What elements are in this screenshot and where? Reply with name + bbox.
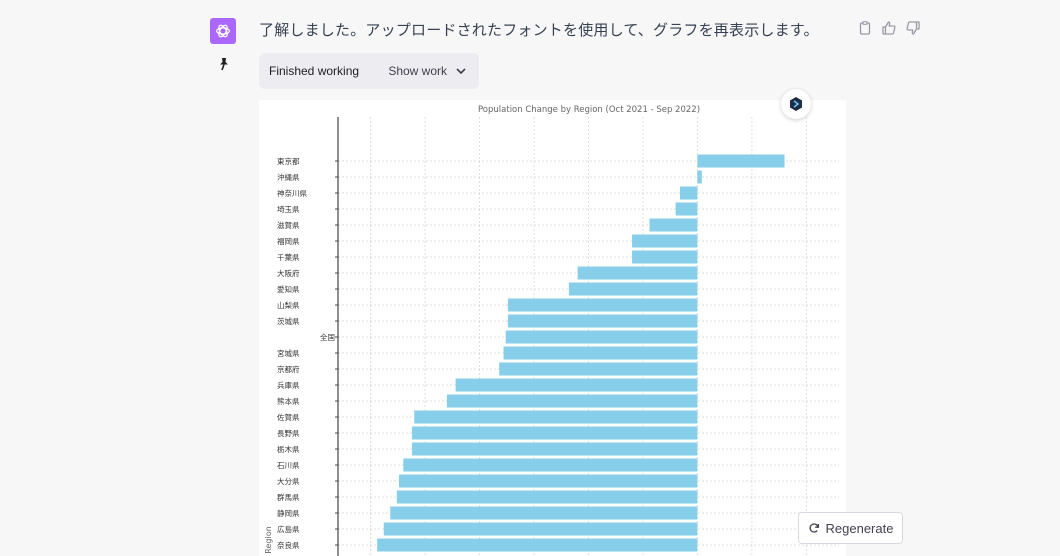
bar-14 xyxy=(455,378,698,392)
y-tick-label-7: 大阪府 xyxy=(277,268,300,278)
openai-logo-icon xyxy=(216,24,230,38)
bar-13 xyxy=(499,362,698,376)
bar-19 xyxy=(403,458,698,472)
y-tick-label-3: 埼玉県 xyxy=(277,204,300,214)
y-tick-label-8: 愛知県 xyxy=(277,284,300,294)
bar-chart: Population Change by Region (Oct 2021 - … xyxy=(264,105,839,556)
bar-21 xyxy=(396,490,698,504)
y-tick-label-4: 滋賀県 xyxy=(277,220,300,230)
y-tick-label-11: 全国 xyxy=(320,332,335,342)
regenerate-label: Regenerate xyxy=(825,520,894,536)
y-tick-label-22: 静岡県 xyxy=(277,508,300,518)
bar-12 xyxy=(503,346,698,360)
assistant-avatar xyxy=(210,18,236,44)
assistant-message: 了解しました。アップロードされたフォントを使用して、グラフを再表示します。 xyxy=(259,22,819,39)
chart-container: Population Change by Region (Oct 2021 - … xyxy=(259,100,846,556)
bar-11 xyxy=(505,330,698,344)
y-tick-label-9: 山梨県 xyxy=(277,300,300,310)
bar-8 xyxy=(568,282,698,296)
bar-18 xyxy=(412,442,698,456)
bar-22 xyxy=(390,506,698,520)
thumbs-down-icon[interactable] xyxy=(905,20,921,36)
bar-7 xyxy=(577,266,698,280)
status-label: Finished working xyxy=(269,64,360,78)
clipboard-icon[interactable] xyxy=(857,20,873,36)
y-tick-label-23: 広島県 xyxy=(277,524,300,534)
bar-5 xyxy=(632,234,698,248)
plugin-cube-icon xyxy=(790,97,802,111)
plugin-badge[interactable] xyxy=(781,89,811,119)
y-tick-label-5: 福岡県 xyxy=(277,237,300,246)
bar-16 xyxy=(414,410,698,424)
tool-status-bar: Finished working Show work xyxy=(259,53,479,89)
y-tick-label-0: 東京都 xyxy=(277,156,300,166)
thumbs-up-icon[interactable] xyxy=(881,20,897,36)
y-tick-label-14: 兵庫県 xyxy=(277,380,300,390)
pin-icon[interactable] xyxy=(216,56,232,72)
bar-10 xyxy=(507,314,698,328)
y-tick-label-12: 宮城県 xyxy=(277,348,300,358)
refresh-icon xyxy=(809,523,819,533)
y-tick-label-15: 熊本県 xyxy=(277,396,300,406)
bar-23 xyxy=(383,522,698,536)
bar-6 xyxy=(632,250,698,264)
show-work-label: Show work xyxy=(388,64,447,78)
y-tick-label-13: 京都府 xyxy=(277,364,300,374)
message-actions xyxy=(857,20,921,36)
y-tick-label-21: 群馬県 xyxy=(277,492,300,502)
bar-20 xyxy=(398,474,698,488)
bar-4 xyxy=(649,218,698,232)
bar-2 xyxy=(679,186,698,200)
chart-title: Population Change by Region (Oct 2021 - … xyxy=(478,105,700,115)
bar-1 xyxy=(697,170,702,184)
bar-3 xyxy=(675,202,698,216)
bar-15 xyxy=(446,394,698,408)
y-tick-label-2: 神奈川県 xyxy=(277,188,307,198)
regenerate-button[interactable]: Regenerate xyxy=(798,512,903,544)
y-tick-label-18: 栃木県 xyxy=(277,444,300,454)
y-tick-label-24: 奈良県 xyxy=(277,540,300,550)
bar-9 xyxy=(507,298,698,312)
chevron-down-icon xyxy=(456,68,466,75)
bar-24 xyxy=(377,538,698,552)
y-tick-label-20: 大分県 xyxy=(277,476,300,486)
bar-17 xyxy=(412,426,698,440)
y-tick-label-19: 石川県 xyxy=(277,461,300,470)
y-tick-label-6: 千葉県 xyxy=(277,252,300,262)
y-tick-label-10: 茨城県 xyxy=(277,316,300,326)
bar-0 xyxy=(697,154,785,168)
y-axis-title: Region xyxy=(264,526,273,553)
y-tick-label-17: 長野県 xyxy=(277,429,300,438)
y-tick-label-16: 佐賀県 xyxy=(277,412,300,422)
show-work-toggle[interactable]: Show work xyxy=(388,64,467,78)
y-tick-label-1: 沖縄県 xyxy=(277,172,300,182)
